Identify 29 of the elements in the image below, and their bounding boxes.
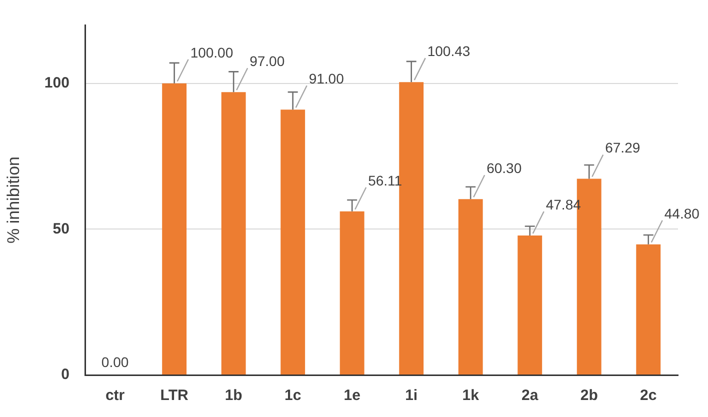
data-label: 100.00 xyxy=(190,44,234,60)
y-tick-label: 50 xyxy=(52,220,70,238)
x-tick-label: 2c xyxy=(640,387,657,404)
bar xyxy=(280,110,306,374)
y-tick-label: 0 xyxy=(61,366,70,384)
data-label: 97.00 xyxy=(250,53,285,70)
bar xyxy=(518,235,542,374)
bar xyxy=(162,83,187,374)
x-tick-label: 2b xyxy=(580,387,598,404)
data-label: 0.00 xyxy=(101,354,129,370)
x-tick-label: 1b xyxy=(224,387,242,404)
x-tick-label: ctr xyxy=(105,387,125,404)
y-tick-label: 100 xyxy=(44,74,70,92)
bar xyxy=(221,92,246,374)
y-axis-title: % inhibition xyxy=(4,156,23,244)
x-tick-label: 1k xyxy=(462,387,480,404)
bar xyxy=(636,244,661,374)
bar xyxy=(340,211,364,374)
data-label: 67.29 xyxy=(605,140,640,156)
x-tick-label: 2a xyxy=(522,387,539,404)
bar xyxy=(458,199,483,374)
x-tick-label: 1i xyxy=(405,387,418,404)
data-label: 100.43 xyxy=(427,43,470,60)
x-tick-label: 1c xyxy=(284,387,302,404)
x-tick-label: 1e xyxy=(344,387,360,404)
data-label: 44.80 xyxy=(664,205,700,222)
x-tick-label: LTR xyxy=(160,387,188,404)
data-label: 60.30 xyxy=(486,160,522,176)
data-label: 91.00 xyxy=(308,70,344,87)
